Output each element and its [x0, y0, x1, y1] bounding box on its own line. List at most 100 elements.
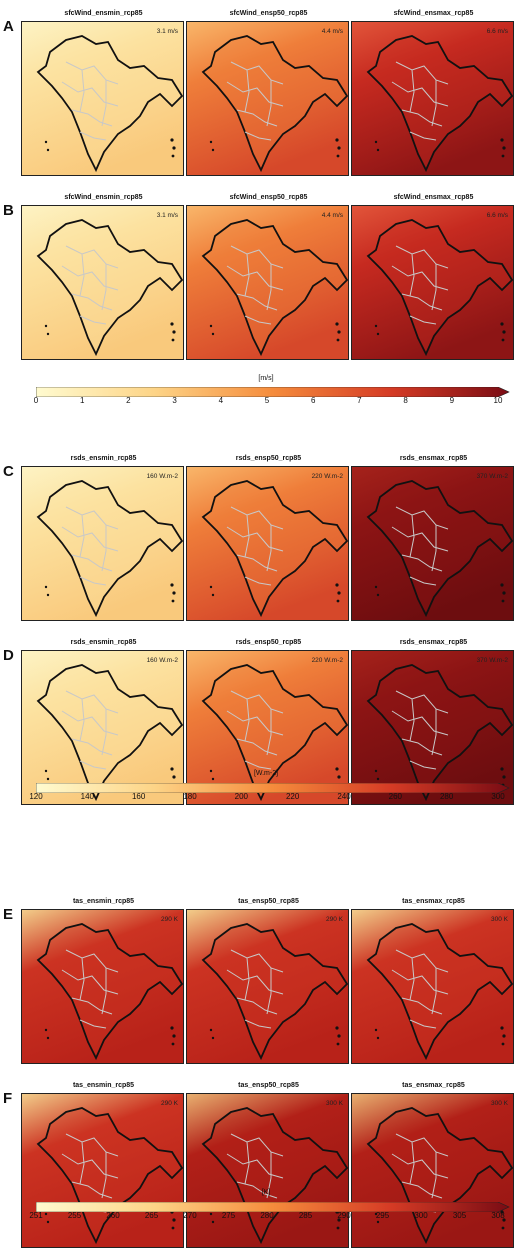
colorbar-label: [W.m-2]	[253, 770, 279, 777]
colorbar-tick: 4	[218, 396, 224, 405]
colorbar-label: [m/s]	[258, 375, 274, 382]
map-panel: 300 K	[186, 1093, 349, 1248]
colorbar-tick: 295	[375, 1211, 390, 1220]
panel-value: 6.6 m/s	[486, 212, 508, 219]
panel-value: 4.4 m/s	[321, 212, 343, 219]
colorbar-tick: 308	[491, 1211, 505, 1220]
colorbar-tick: 1	[79, 396, 85, 405]
panel-title: tas_ensmax_rcp85	[402, 1082, 465, 1089]
map-panel: 290 K	[21, 1093, 184, 1248]
panel-title: sfcWind_ensp50_rcp85	[229, 10, 308, 17]
panel-value: 160 W.m-2	[146, 473, 178, 480]
colorbar-tick: 280	[260, 1211, 274, 1220]
colorbar-tick: 2	[126, 396, 131, 405]
map-panel: 300 K	[351, 1093, 514, 1248]
map-panel: 160 W.m-2	[21, 650, 184, 805]
panel-title: sfcWind_ensmax_rcp85	[393, 194, 474, 201]
map-panel: 370 W.m-2	[351, 650, 514, 805]
map-panel: 300 K	[351, 909, 514, 1064]
colorbar-tick: 260	[388, 792, 403, 801]
panel-title: sfcWind_ensp50_rcp85	[229, 194, 308, 201]
panel-title: tas_ensp50_rcp85	[238, 1082, 299, 1089]
map-panel: 3.1 m/s	[21, 21, 184, 176]
colorbar	[35, 1199, 511, 1217]
panel-value: 370 W.m-2	[476, 657, 508, 664]
colorbar-tick: 6	[310, 396, 316, 405]
row-label-f: F	[3, 1090, 13, 1107]
colorbar-tick: 9	[449, 396, 455, 405]
panel-title: rsds_ensmin_rcp85	[70, 455, 137, 462]
panel-title: sfcWind_ensmin_rcp85	[64, 10, 143, 17]
panel-value: 220 W.m-2	[311, 657, 343, 664]
colorbar-tick: 120	[29, 792, 43, 801]
panel-value: 3.1 m/s	[156, 28, 178, 35]
panel-value: 4.4 m/s	[321, 28, 343, 35]
colorbar	[35, 780, 511, 798]
colorbar-label: [K]	[261, 1189, 271, 1196]
colorbar-tick: 300	[491, 792, 505, 801]
row-label-a: A	[3, 18, 14, 35]
map-panel: 4.4 m/s	[186, 21, 349, 176]
panel-title: sfcWind_ensmax_rcp85	[393, 10, 474, 17]
panel-title: tas_ensmin_rcp85	[72, 1082, 135, 1089]
panel-title: rsds_ensp50_rcp85	[235, 639, 302, 646]
colorbar-tick: 0	[33, 396, 39, 405]
map-panel: 290 K	[21, 909, 184, 1064]
colorbar-tick: 290	[337, 1211, 351, 1220]
colorbar-tick: 280	[439, 792, 454, 801]
colorbar-tick: 5	[264, 396, 270, 405]
panel-title: tas_ensmax_rcp85	[402, 898, 465, 905]
panel-value: 300 K	[326, 1100, 343, 1107]
colorbar-tick: 265	[144, 1211, 159, 1220]
colorbar-tick: 240	[337, 792, 351, 801]
colorbar	[35, 384, 511, 402]
colorbar-tick: 7	[357, 396, 362, 405]
colorbar-tick: 3	[172, 396, 177, 405]
panel-title: rsds_ensmax_rcp85	[399, 455, 468, 462]
map-panel: 290 K	[186, 909, 349, 1064]
panel-value: 220 W.m-2	[311, 473, 343, 480]
panel-title: sfcWind_ensmin_rcp85	[64, 194, 143, 201]
colorbar-tick: 275	[221, 1211, 236, 1220]
colorbar-tick: 255	[67, 1211, 82, 1220]
map-panel: 4.4 m/s	[186, 205, 349, 360]
row-label-e: E	[3, 906, 14, 923]
panel-value: 6.6 m/s	[486, 28, 508, 35]
panel-value: 160 W.m-2	[146, 657, 178, 664]
map-panel: 160 W.m-2	[21, 466, 184, 621]
colorbar-tick: 260	[106, 1211, 120, 1220]
panel-value: 370 W.m-2	[476, 473, 508, 480]
panel-title: rsds_ensp50_rcp85	[235, 455, 302, 462]
row-label-d: D	[3, 647, 14, 664]
map-panel: 6.6 m/s	[351, 21, 514, 176]
panel-value: 290 K	[326, 916, 343, 923]
panel-value: 290 K	[161, 916, 178, 923]
colorbar-tick: 270	[183, 1211, 197, 1220]
colorbar-tick: 200	[234, 792, 249, 801]
colorbar-tick: 160	[131, 792, 146, 801]
colorbar-tick: 305	[452, 1211, 467, 1220]
panel-value: 3.1 m/s	[156, 212, 178, 219]
panel-value: 300 K	[491, 1100, 508, 1107]
panel-title: tas_ensp50_rcp85	[238, 898, 299, 905]
colorbar-tick: 285	[298, 1211, 313, 1220]
colorbar-tick: 10	[493, 396, 503, 405]
map-panel: 6.6 m/s	[351, 205, 514, 360]
map-panel: 220 W.m-2	[186, 466, 349, 621]
row-label-c: C	[3, 463, 14, 480]
colorbar-tick: 300	[414, 1211, 428, 1220]
row-label-b: B	[3, 202, 14, 219]
map-panel: 3.1 m/s	[21, 205, 184, 360]
panel-title: tas_ensmin_rcp85	[72, 898, 135, 905]
colorbar-tick: 8	[403, 396, 408, 405]
panel-title: rsds_ensmin_rcp85	[70, 639, 137, 646]
map-panel: 220 W.m-2	[186, 650, 349, 805]
panel-title: rsds_ensmax_rcp85	[399, 639, 468, 646]
colorbar-tick: 140	[80, 792, 95, 801]
colorbar-tick: 251	[29, 1211, 43, 1220]
panel-value: 300 K	[491, 916, 508, 923]
colorbar-tick: 180	[183, 792, 197, 801]
panel-value: 290 K	[161, 1100, 178, 1107]
colorbar-tick: 220	[285, 792, 300, 801]
map-panel: 370 W.m-2	[351, 466, 514, 621]
